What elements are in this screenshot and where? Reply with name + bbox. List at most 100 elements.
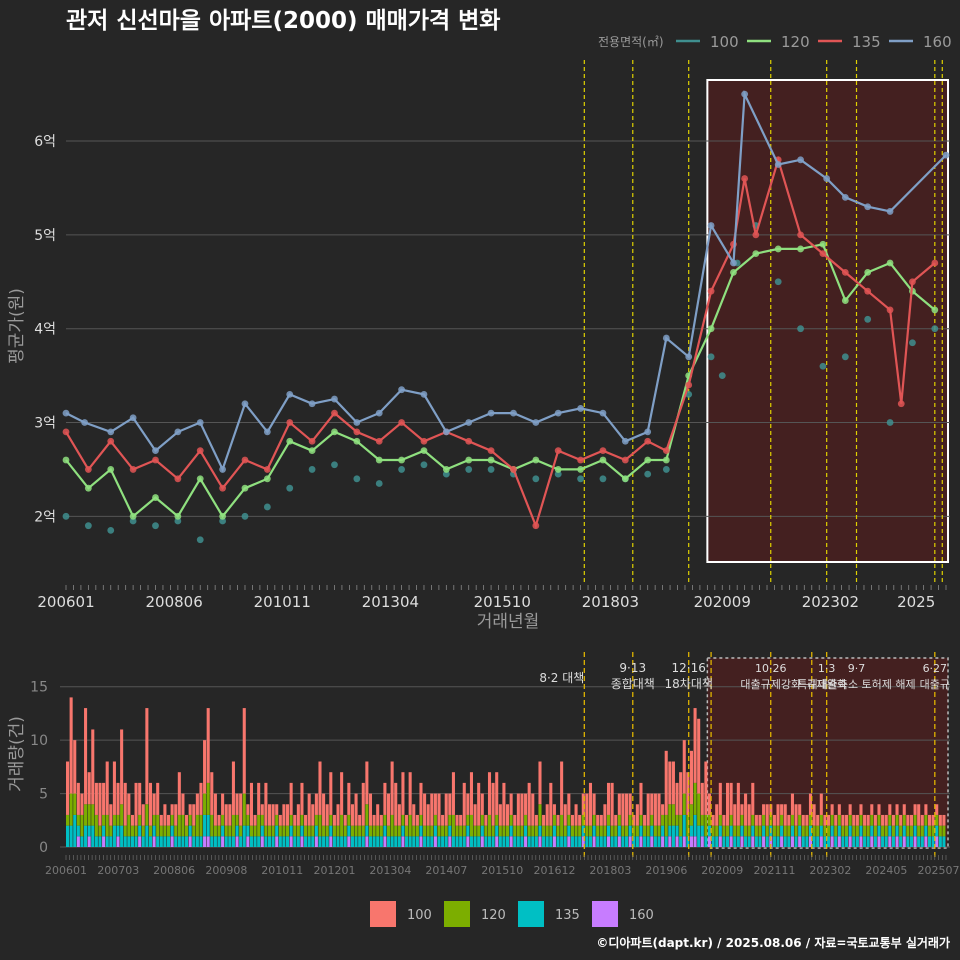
volume-bar-135	[772, 836, 776, 847]
volume-bar-135	[942, 836, 946, 847]
volume-bar-100	[221, 793, 225, 815]
volume-bar-160	[206, 836, 210, 847]
price-point-160	[331, 395, 338, 403]
price-point-100	[308, 466, 316, 473]
volume-bar-160	[401, 836, 405, 847]
volume-bar-135	[866, 836, 870, 847]
price-point-120	[577, 466, 584, 473]
volume-bar-135	[325, 836, 329, 847]
volume-bar-135	[888, 825, 892, 837]
volume-bar-100	[516, 793, 520, 826]
volume-annotation-text: 특례대출축소 토허제 해제	[797, 677, 915, 691]
volume-bar-100	[170, 804, 174, 815]
volume-bar-135	[787, 836, 791, 847]
volume-bar-160	[365, 836, 369, 847]
volume-bar-100	[116, 782, 120, 815]
volume-bar-160	[650, 836, 654, 847]
volume-bar-120	[538, 804, 542, 826]
volume-bar-120	[531, 825, 535, 837]
volume-legend-swatch-100	[370, 901, 396, 927]
price-point-135	[420, 437, 428, 445]
volume-bar-135	[917, 836, 921, 847]
volume-bar-100	[599, 814, 603, 826]
volume-bar-160	[235, 836, 239, 847]
volume-bar-100	[260, 804, 264, 815]
volume-bar-160	[675, 836, 679, 847]
volume-bar-100	[120, 729, 124, 805]
price-point-160	[465, 419, 473, 426]
volume-bar-160	[592, 836, 596, 847]
price-point-120	[263, 475, 271, 483]
volume-bar-160	[480, 836, 484, 847]
volume-bar-135	[549, 836, 553, 847]
volume-bar-120	[271, 825, 275, 837]
price-x-tick-label: 201510	[474, 593, 531, 611]
price-point-120	[196, 475, 204, 483]
price-point-120	[752, 250, 760, 258]
volume-bar-100	[242, 708, 246, 794]
volume-x-tick-label: 201510	[481, 864, 523, 877]
volume-bar-135	[906, 836, 910, 847]
volume-bar-100	[581, 793, 585, 815]
price-point-120	[886, 259, 894, 267]
price-point-100	[442, 470, 450, 478]
volume-bar-135	[361, 836, 365, 847]
price-point-160	[797, 156, 804, 164]
price-point-135	[577, 456, 584, 464]
volume-bar-135	[646, 836, 650, 847]
volume-bar-135	[578, 836, 582, 847]
volume-bar-120	[913, 814, 917, 826]
volume-bar-160	[138, 836, 142, 847]
volume-bar-135	[675, 825, 679, 837]
volume-bar-120	[307, 825, 311, 837]
volume-bar-100	[307, 793, 311, 826]
volume-bar-160	[729, 836, 733, 847]
volume-bar-135	[166, 836, 171, 847]
volume-bar-135	[329, 825, 333, 837]
volume-bar-100	[924, 804, 928, 815]
volume-bar-135	[469, 836, 473, 847]
volume-bar-100	[859, 804, 863, 815]
volume-annotation-text: 대출규	[920, 678, 950, 691]
volume-bar-100	[329, 772, 333, 815]
volume-bar-135	[881, 836, 885, 847]
volume-bar-100	[855, 814, 859, 826]
price-point-135	[286, 419, 294, 426]
price-point-120	[107, 466, 115, 473]
price-y-tick-label: 5억	[34, 228, 56, 244]
volume-bar-100	[808, 793, 813, 815]
volume-bar-100	[524, 793, 528, 815]
volume-bar-120	[873, 825, 877, 837]
volume-bar-120	[855, 825, 859, 837]
volume-bar-120	[300, 814, 304, 826]
volume-bar-120	[451, 814, 455, 837]
volume-bar-100	[621, 793, 625, 826]
volume-bar-160	[495, 836, 499, 847]
volume-bar-135	[304, 836, 308, 847]
price-point-100	[84, 522, 92, 530]
volume-bar-100	[80, 793, 84, 815]
price-y-tick-label: 3억	[34, 416, 56, 432]
volume-bar-120	[736, 825, 740, 837]
volume-bar-100	[484, 814, 488, 826]
volume-bar-160	[246, 836, 250, 847]
price-legend-title: 전용면적(㎡)	[598, 35, 664, 49]
volume-bar-100	[112, 761, 116, 815]
volume-bar-160	[628, 836, 632, 847]
volume-bar-135	[253, 836, 257, 847]
volume-bar-120	[415, 825, 419, 837]
volume-bar-120	[679, 814, 683, 837]
volume-bar-100	[845, 814, 849, 826]
price-point-135	[196, 447, 204, 455]
volume-bar-135	[895, 825, 899, 837]
volume-bar-100	[73, 740, 77, 794]
volume-bar-100	[152, 793, 156, 815]
volume-bar-100	[675, 782, 679, 815]
volume-bar-135	[538, 825, 542, 837]
volume-bar-135	[574, 836, 578, 847]
price-point-100	[263, 503, 271, 511]
volume-bar-135	[599, 836, 603, 847]
price-point-100	[909, 339, 916, 347]
volume-y-tick-label: 0	[39, 840, 48, 856]
volume-bar-120	[603, 825, 607, 837]
